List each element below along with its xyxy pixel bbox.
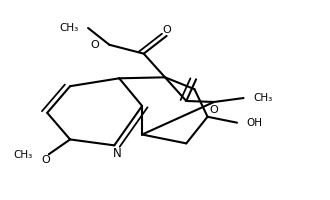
Text: CH₃: CH₃ <box>13 150 32 160</box>
Text: OH: OH <box>247 118 263 128</box>
Text: O: O <box>210 105 218 115</box>
Text: N: N <box>113 147 122 160</box>
Text: O: O <box>41 155 50 165</box>
Text: O: O <box>162 25 171 35</box>
Text: CH₃: CH₃ <box>253 93 273 103</box>
Text: O: O <box>91 40 100 50</box>
Text: CH₃: CH₃ <box>59 23 78 33</box>
